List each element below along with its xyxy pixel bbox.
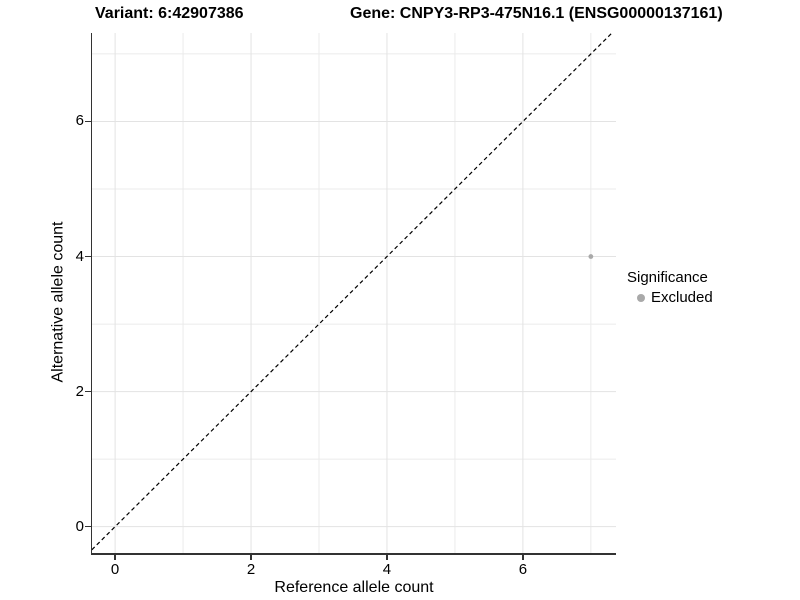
x-axis-line <box>90 553 616 555</box>
plot-panel-canvas <box>92 33 616 553</box>
x-tick-mark <box>522 554 524 560</box>
y-axis-line <box>90 33 92 554</box>
x-tick-label: 4 <box>382 561 392 578</box>
y-tick-mark <box>85 120 91 123</box>
legend-entry-excluded: Excluded <box>627 289 713 307</box>
y-tick-label: 2 <box>75 382 84 400</box>
y-tick-label: 4 <box>75 247 84 265</box>
legend-title: Significance <box>627 269 708 286</box>
x-tick-mark <box>386 554 388 560</box>
identity-line <box>92 33 613 551</box>
y-tick-mark <box>85 525 91 528</box>
legend-entry-label: Excluded <box>651 289 713 306</box>
plot-title-variant: Variant: 6:42907386 <box>95 5 244 22</box>
excluded-point-icon <box>637 294 645 302</box>
x-tick-mark <box>114 554 116 560</box>
x-tick-label: 0 <box>110 561 120 578</box>
legend: Significance Excluded <box>627 268 713 307</box>
data-point-excluded <box>588 254 594 259</box>
legend-key <box>633 290 649 306</box>
y-tick-label: 0 <box>75 517 84 535</box>
y-tick-mark <box>85 390 91 393</box>
x-tick-label: 2 <box>246 561 256 578</box>
plot-panel <box>92 33 616 553</box>
plot-title-gene: Gene: CNPY3-RP3-475N16.1 (ENSG0000013716… <box>350 5 723 22</box>
y-axis-title: Alternative allele count <box>49 221 67 383</box>
x-axis-title: Reference allele count <box>274 579 434 596</box>
x-tick-mark <box>250 554 252 560</box>
y-tick-label: 6 <box>75 112 84 130</box>
x-tick-label: 6 <box>518 561 528 578</box>
y-tick-mark <box>85 255 91 258</box>
